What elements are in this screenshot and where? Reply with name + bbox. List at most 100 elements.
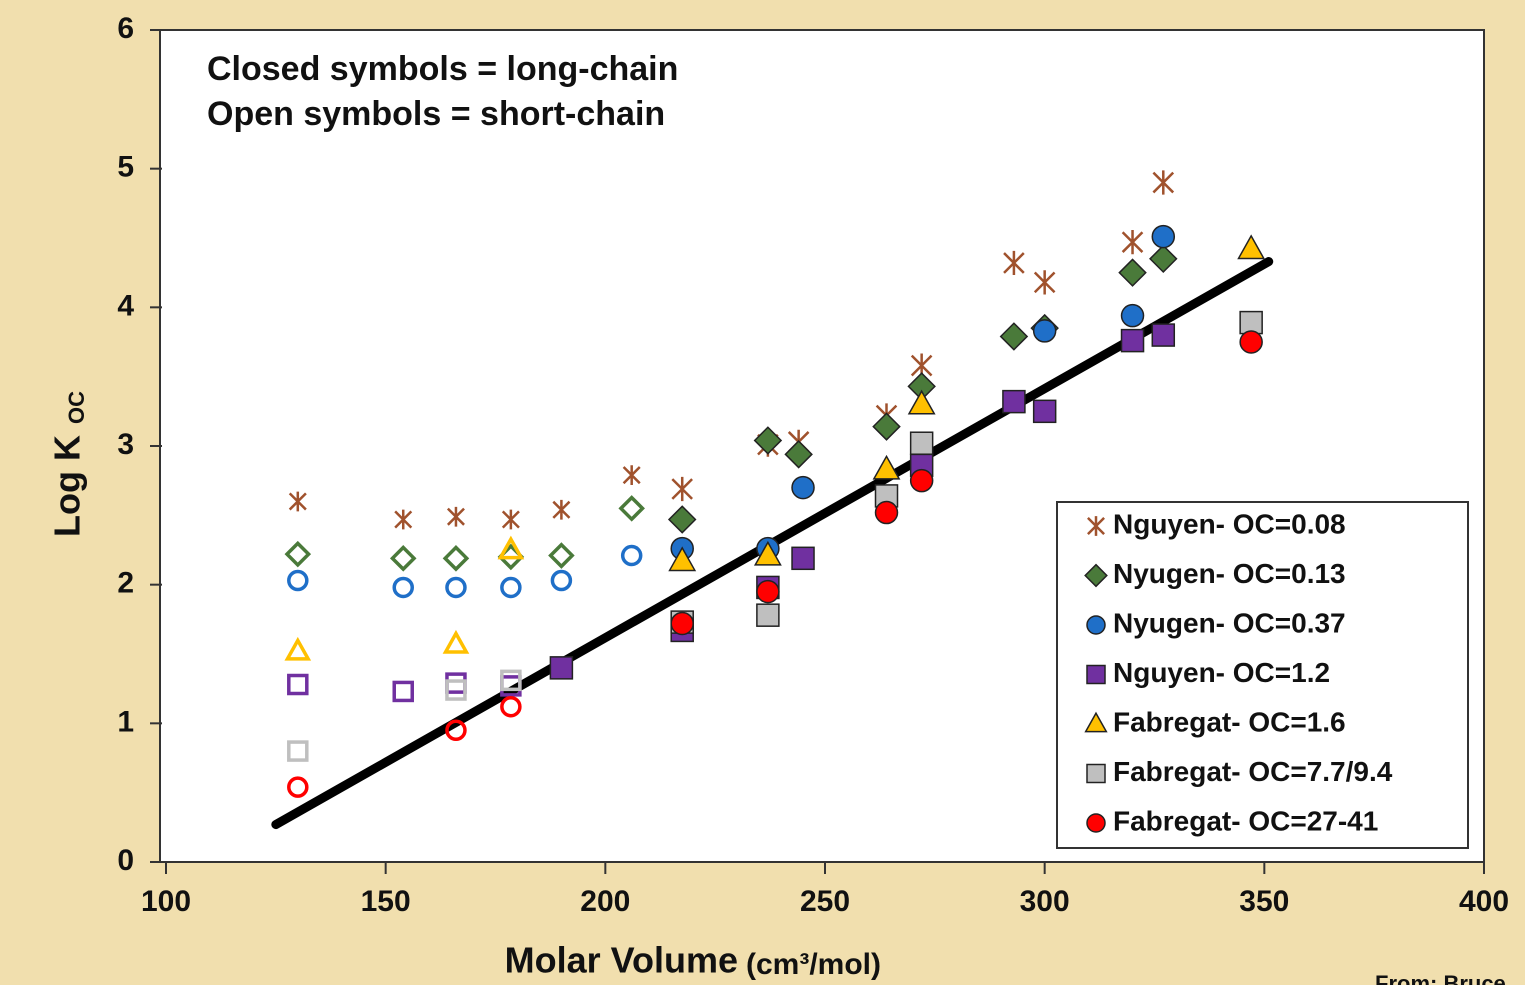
point	[500, 695, 522, 718]
y-label-sub: OC	[64, 391, 89, 424]
point	[287, 673, 309, 696]
annotation: Closed symbols = long-chain	[207, 50, 678, 88]
point	[392, 576, 414, 599]
point	[549, 656, 574, 680]
point	[1120, 328, 1145, 353]
point	[872, 412, 901, 441]
point	[622, 465, 641, 486]
point	[1149, 244, 1178, 274]
point	[1121, 230, 1144, 255]
legend-label: Nguyen- OC=0.08	[1113, 508, 1346, 539]
point	[670, 611, 694, 636]
point	[1033, 270, 1056, 295]
point	[287, 569, 309, 592]
point	[497, 535, 525, 560]
legend-label: Fabregat- OC=7.7/9.4	[1113, 756, 1393, 787]
x-tick-label: 200	[580, 885, 630, 918]
y-tick-label: 3	[117, 428, 134, 461]
y-label: Log K	[47, 435, 88, 537]
point	[999, 322, 1029, 351]
point	[1003, 250, 1025, 276]
point	[753, 426, 783, 455]
point	[389, 545, 417, 572]
point	[1032, 319, 1057, 343]
y-tick-label: 6	[117, 12, 134, 45]
point	[791, 475, 815, 500]
point	[667, 505, 697, 534]
x-tick-label: 250	[800, 885, 850, 918]
legend-marker	[1086, 763, 1106, 784]
point	[618, 495, 645, 522]
point	[446, 506, 465, 527]
point	[284, 636, 312, 661]
y-tick-label: 4	[117, 289, 134, 322]
point	[784, 440, 813, 469]
point	[392, 680, 414, 703]
point	[501, 509, 520, 530]
point	[445, 679, 467, 701]
x-tick-label: 300	[1020, 885, 1070, 918]
x-tick-label: 150	[361, 885, 411, 918]
legend-marker	[1084, 563, 1108, 588]
point	[288, 491, 307, 512]
legend-marker	[1086, 813, 1106, 833]
point	[1239, 330, 1263, 354]
y-tick-label: 0	[117, 844, 134, 877]
point	[1032, 399, 1057, 424]
point	[500, 669, 522, 692]
legend-label: Fabregat- OC=1.6	[1113, 706, 1346, 737]
point	[756, 579, 780, 604]
x-label-unit: (cm³/mol)	[746, 948, 881, 981]
y-tick-label: 1	[117, 705, 134, 738]
point	[284, 540, 312, 568]
legend-box	[1056, 501, 1469, 849]
point	[909, 431, 934, 455]
point	[1002, 389, 1026, 414]
legend-marker	[1084, 711, 1108, 733]
y-tick-label: 5	[117, 151, 134, 184]
point	[671, 476, 694, 502]
point	[1118, 258, 1147, 287]
y-tick-label: 2	[117, 567, 134, 600]
point	[548, 542, 575, 569]
point	[872, 454, 901, 480]
x-tick-label: 350	[1239, 885, 1289, 918]
point	[1237, 234, 1266, 260]
point	[791, 546, 815, 571]
point	[550, 569, 573, 592]
legend-marker	[1086, 615, 1106, 635]
legend-marker	[1086, 664, 1106, 685]
point	[668, 546, 697, 572]
point	[287, 776, 309, 798]
point	[552, 499, 571, 520]
point	[1151, 323, 1176, 347]
point	[1152, 170, 1175, 195]
point	[753, 540, 782, 566]
y-axis-label: Log K OC	[47, 391, 89, 537]
source-note: From: Bruce	[1375, 971, 1506, 985]
point	[445, 576, 467, 599]
point	[874, 500, 899, 525]
x-tick-label: 100	[141, 885, 191, 918]
point	[287, 740, 309, 762]
point	[756, 603, 780, 627]
point	[1151, 224, 1176, 249]
point	[394, 509, 413, 530]
point	[445, 719, 467, 742]
point	[907, 389, 936, 415]
point	[442, 545, 470, 572]
point	[909, 468, 934, 493]
annotation: Open symbols = short-chain	[207, 95, 665, 133]
point	[500, 576, 522, 599]
point	[442, 629, 470, 654]
point	[1120, 303, 1145, 328]
x-tick-label: 400	[1459, 885, 1509, 918]
x-label: Molar Volume	[505, 940, 738, 981]
legend-marker	[1087, 516, 1105, 536]
legend-label: Nguyen- OC=1.2	[1113, 657, 1330, 688]
legend-label: Nyugen- OC=0.37	[1113, 607, 1346, 638]
legend-label: Fabregat- OC=27-41	[1113, 805, 1378, 836]
legend-label: Nyugen- OC=0.13	[1113, 558, 1346, 589]
